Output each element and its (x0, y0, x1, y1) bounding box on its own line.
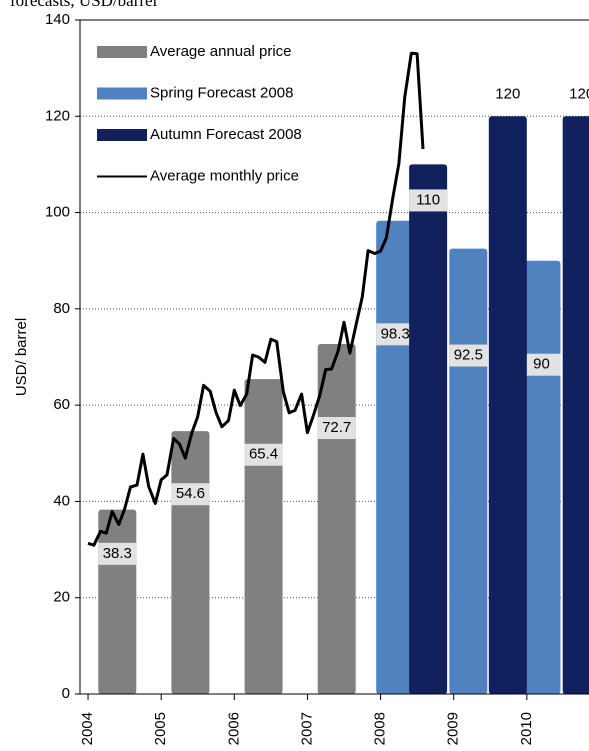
bar (171, 431, 210, 694)
value-label-box (449, 344, 488, 367)
bar (488, 116, 527, 695)
legend-label: Average annual price (150, 43, 292, 60)
legend-label: Autumn Forecast 2008 (150, 126, 302, 143)
value-label: 120 (495, 85, 520, 102)
bar (244, 379, 283, 694)
value-label-box (317, 417, 356, 440)
value-label: 72.7 (322, 419, 351, 436)
x-tick-label: 2009 (445, 712, 462, 745)
bar (376, 220, 415, 694)
value-label: 98.3 (381, 325, 410, 342)
y-tick-label: 20 (53, 589, 70, 606)
x-tick-label: 2007 (298, 712, 315, 745)
value-label: 120 (569, 85, 589, 102)
bar (409, 164, 448, 694)
y-tick-label: 40 (53, 492, 70, 509)
value-label-box (409, 189, 448, 212)
y-tick-label: 120 (45, 107, 70, 124)
value-label-box (522, 353, 561, 376)
bar (317, 344, 356, 694)
value-label: 92.5 (454, 347, 483, 364)
bar (522, 260, 561, 694)
y-tick-label: 100 (45, 204, 70, 221)
bar (562, 116, 589, 694)
value-label: 65.4 (249, 446, 278, 463)
value-label-box (376, 323, 415, 346)
value-label: 90 (533, 356, 550, 373)
value-label-box (171, 483, 210, 506)
y-tick-label: 0 (62, 685, 70, 702)
value-label: 110 (416, 191, 440, 208)
x-tick-label: 2006 (225, 712, 242, 745)
chart-title: forecasts, USD/barrel (10, 0, 158, 10)
value-label: 54.6 (176, 485, 205, 502)
legend-label: Spring Forecast 2008 (150, 84, 293, 101)
y-tick-label: 60 (53, 396, 70, 413)
x-tick-label: 2008 (372, 712, 389, 745)
value-label: 38.3 (103, 545, 132, 562)
legend-swatch (97, 46, 147, 58)
y-tick-label: 80 (53, 300, 70, 317)
legend-label: Average monthly price (150, 167, 299, 184)
bar (98, 509, 137, 694)
value-label-box (244, 443, 283, 466)
legend-swatch (97, 87, 147, 100)
x-tick-label: 2004 (79, 712, 96, 745)
bar (449, 248, 488, 694)
value-label-box (98, 542, 137, 565)
x-tick-label: 2005 (152, 712, 169, 745)
x-tick-label: 2010 (518, 712, 535, 745)
y-axis-title: USD/ barrel (13, 318, 30, 396)
legend-swatch (97, 129, 147, 141)
price-line (87, 51, 425, 547)
y-tick-label: 140 (45, 11, 70, 28)
